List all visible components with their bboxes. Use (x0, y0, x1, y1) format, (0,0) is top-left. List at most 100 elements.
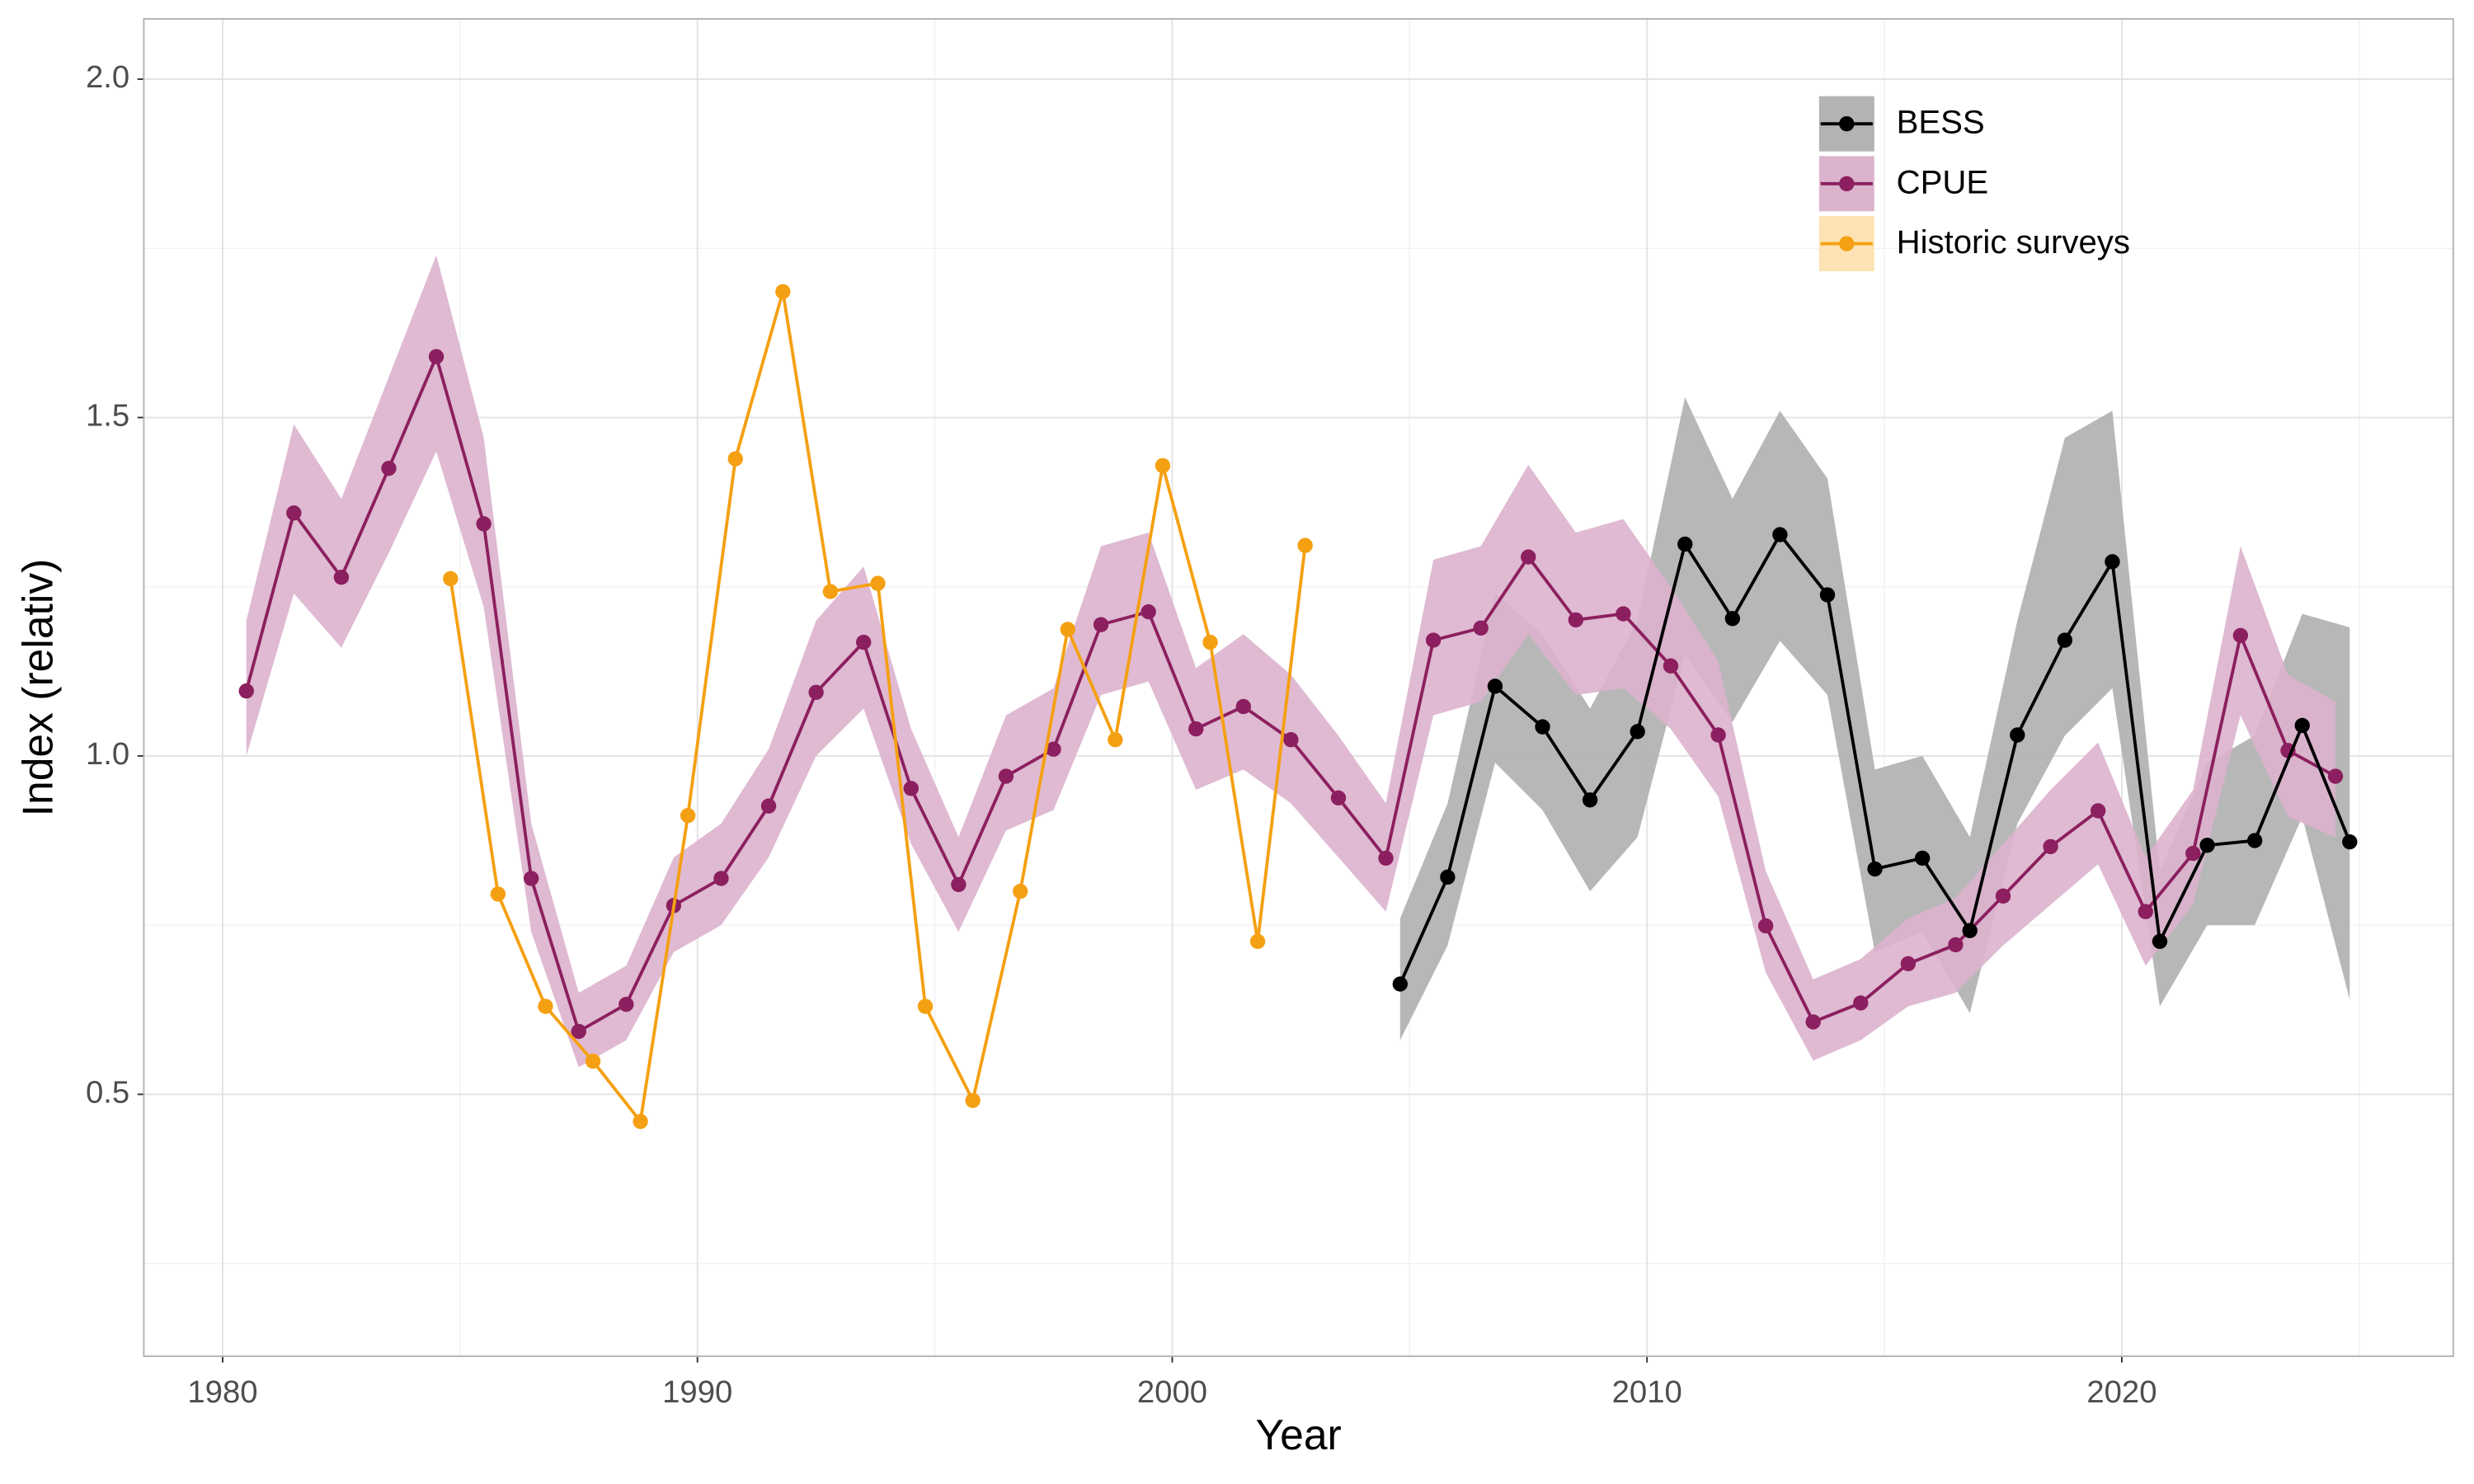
data-point (1757, 918, 1774, 934)
data-point (1616, 606, 1631, 622)
x-axis-title: Year (1255, 1411, 1341, 1458)
data-point (618, 997, 634, 1012)
legend-key-point (1839, 176, 1855, 192)
data-point (333, 570, 350, 585)
data-point (286, 505, 302, 521)
data-point (1853, 995, 1869, 1011)
y-tick-label: 0.5 (86, 1074, 129, 1110)
y-tick-label: 1.5 (86, 398, 129, 434)
data-point (1188, 721, 1204, 737)
data-point (633, 1114, 648, 1129)
data-point (1440, 869, 1456, 885)
data-point (808, 684, 824, 700)
data-point (1914, 850, 1931, 866)
data-point (2090, 803, 2106, 819)
data-point (2105, 554, 2120, 570)
legend-key-point (1839, 115, 1855, 132)
y-axis-title: Index (relativ) (14, 559, 62, 817)
data-point (760, 798, 777, 814)
data-point (1819, 587, 1836, 603)
data-point (951, 876, 967, 893)
data-point (1535, 719, 1550, 735)
data-point (2199, 838, 2215, 853)
data-point (727, 451, 743, 467)
data-point (917, 998, 934, 1014)
confidence-band (246, 255, 2336, 1068)
data-point (1948, 937, 1964, 953)
data-point (1013, 883, 1028, 899)
data-point (1392, 976, 1408, 992)
x-tick-label: 2010 (1612, 1374, 1682, 1410)
data-point (870, 575, 886, 591)
data-point (2246, 833, 2263, 848)
data-point (1962, 923, 1978, 938)
data-point (1582, 792, 1598, 808)
data-point (1330, 790, 1347, 805)
data-point (1108, 732, 1123, 748)
data-point (443, 571, 459, 587)
x-tick-label: 2020 (2086, 1374, 2157, 1410)
data-point (2138, 904, 2153, 919)
data-point (1155, 458, 1171, 473)
legend-key-point (1839, 236, 1855, 251)
data-point (1724, 611, 1741, 627)
data-point (1772, 527, 1788, 542)
data-point (1249, 933, 1266, 950)
data-point (2232, 627, 2249, 643)
legend-label: Historic surveys (1897, 223, 2130, 261)
data-point (1710, 727, 1726, 743)
data-point (490, 886, 506, 902)
data-point (1378, 850, 1394, 866)
data-point (2043, 838, 2058, 855)
data-point (998, 768, 1014, 784)
x-tick-label: 2000 (1137, 1374, 1207, 1410)
data-point (1297, 538, 1313, 553)
plot-border (143, 17, 2454, 1358)
y-tick-label: 2.0 (86, 59, 129, 95)
data-point (775, 284, 791, 299)
data-point (903, 781, 919, 796)
legend: BESS CPUE Historic surveys (1818, 96, 2130, 272)
data-point (856, 634, 872, 650)
data-point (1283, 732, 1299, 748)
y-tick-label: 1.0 (86, 736, 129, 772)
data-point (1568, 612, 1584, 628)
legend-label: BESS (1897, 104, 1985, 141)
data-point (1202, 634, 1218, 650)
data-point (1093, 617, 1109, 632)
data-point (238, 683, 254, 699)
x-tick-label: 1980 (187, 1374, 257, 1410)
data-point (680, 807, 696, 824)
data-point (2152, 933, 2168, 950)
data-point (1663, 658, 1679, 674)
data-point (713, 871, 729, 886)
data-point (1060, 622, 1075, 637)
data-point (1900, 956, 1917, 972)
data-point (1630, 724, 1645, 740)
data-point (822, 584, 839, 599)
data-point (538, 998, 553, 1014)
data-point (1046, 741, 1061, 757)
data-point (428, 349, 444, 364)
data-point (585, 1053, 601, 1069)
data-point (2327, 768, 2344, 784)
data-point (1521, 549, 1536, 565)
data-point (1141, 603, 1156, 620)
x-tick-label: 1990 (662, 1374, 732, 1410)
data-point (2057, 632, 2073, 648)
data-point (476, 516, 492, 532)
data-point (381, 460, 397, 477)
data-point (1473, 620, 1489, 636)
data-point (1995, 888, 2011, 904)
data-point (2010, 727, 2025, 743)
data-point (1805, 1014, 1821, 1030)
legend-label: CPUE (1897, 163, 1989, 200)
data-point (1867, 861, 1883, 877)
data-point (2294, 717, 2310, 734)
data-point (1487, 679, 1503, 694)
data-point (2342, 834, 2358, 850)
data-point (1425, 632, 1442, 648)
data-point (2185, 845, 2201, 862)
data-point (524, 871, 539, 886)
